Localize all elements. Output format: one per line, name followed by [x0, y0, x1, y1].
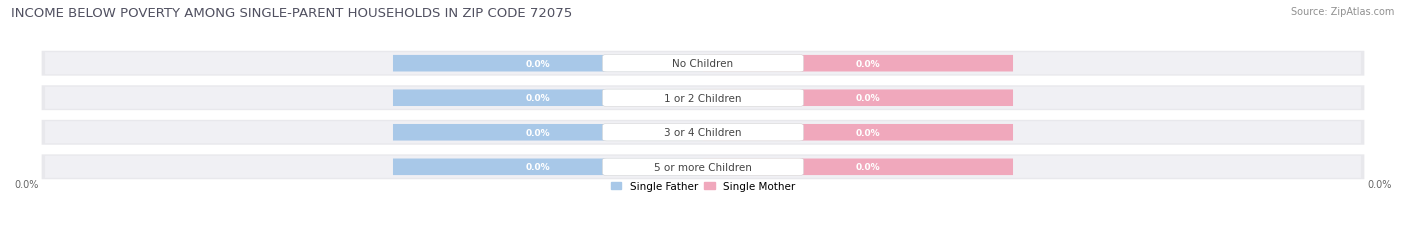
FancyBboxPatch shape [703, 159, 1012, 175]
FancyBboxPatch shape [392, 125, 703, 141]
Legend: Single Father, Single Mother: Single Father, Single Mother [610, 182, 796, 192]
Text: 0.0%: 0.0% [526, 59, 550, 68]
Text: Source: ZipAtlas.com: Source: ZipAtlas.com [1291, 7, 1395, 17]
FancyBboxPatch shape [602, 55, 804, 73]
Text: 5 or more Children: 5 or more Children [654, 162, 752, 172]
Text: 0.0%: 0.0% [856, 59, 880, 68]
FancyBboxPatch shape [392, 90, 703, 106]
FancyBboxPatch shape [42, 86, 1364, 111]
Text: 0.0%: 0.0% [526, 163, 550, 172]
FancyBboxPatch shape [703, 90, 1012, 106]
FancyBboxPatch shape [602, 158, 804, 176]
FancyBboxPatch shape [45, 53, 1361, 75]
FancyBboxPatch shape [392, 56, 703, 72]
FancyBboxPatch shape [703, 56, 1012, 72]
FancyBboxPatch shape [703, 125, 1012, 141]
FancyBboxPatch shape [45, 156, 1361, 178]
Text: 1 or 2 Children: 1 or 2 Children [664, 93, 742, 103]
Text: 0.0%: 0.0% [14, 179, 38, 189]
FancyBboxPatch shape [42, 120, 1364, 145]
FancyBboxPatch shape [392, 159, 703, 175]
Text: No Children: No Children [672, 59, 734, 69]
Text: 0.0%: 0.0% [1368, 179, 1392, 189]
FancyBboxPatch shape [45, 122, 1361, 144]
Text: 0.0%: 0.0% [856, 128, 880, 137]
Text: INCOME BELOW POVERTY AMONG SINGLE-PARENT HOUSEHOLDS IN ZIP CODE 72075: INCOME BELOW POVERTY AMONG SINGLE-PARENT… [11, 7, 572, 20]
FancyBboxPatch shape [602, 90, 804, 107]
Text: 0.0%: 0.0% [526, 128, 550, 137]
Text: 0.0%: 0.0% [856, 163, 880, 172]
FancyBboxPatch shape [602, 124, 804, 141]
Text: 3 or 4 Children: 3 or 4 Children [664, 128, 742, 138]
Text: 0.0%: 0.0% [526, 94, 550, 103]
FancyBboxPatch shape [42, 52, 1364, 76]
Text: 0.0%: 0.0% [856, 94, 880, 103]
FancyBboxPatch shape [45, 87, 1361, 109]
FancyBboxPatch shape [42, 155, 1364, 179]
